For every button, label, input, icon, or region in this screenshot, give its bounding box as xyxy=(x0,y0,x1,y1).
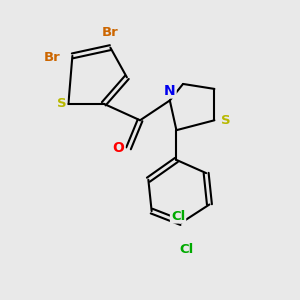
Text: S: S xyxy=(57,97,66,110)
Text: Cl: Cl xyxy=(179,243,194,256)
Text: Br: Br xyxy=(102,26,119,39)
Text: O: O xyxy=(113,141,124,155)
Text: Cl: Cl xyxy=(171,209,185,223)
Text: N: N xyxy=(164,84,176,98)
Text: S: S xyxy=(221,114,231,127)
Text: Br: Br xyxy=(44,51,61,64)
